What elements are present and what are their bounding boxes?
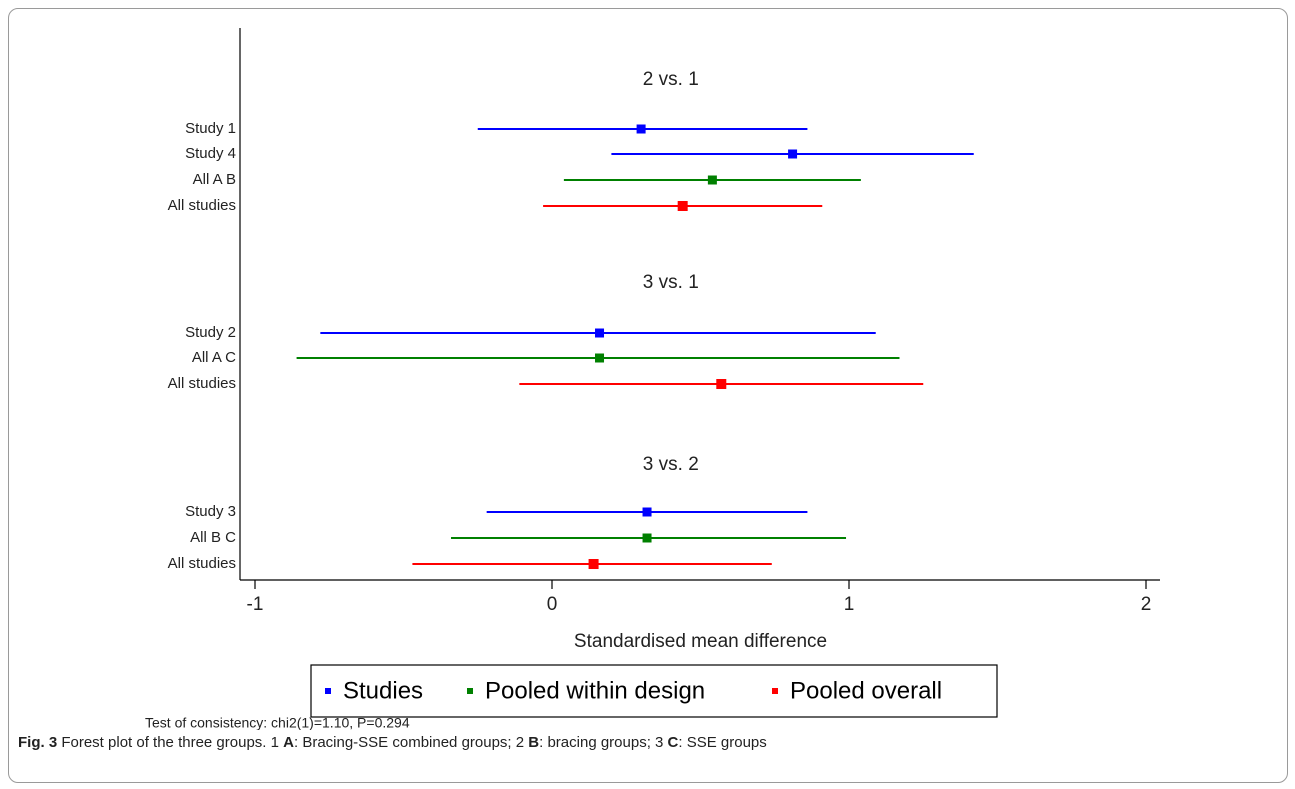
x-tick-label: 1 — [844, 594, 855, 615]
group-title: 3 vs. 1 — [643, 272, 699, 293]
point-marker — [636, 124, 646, 134]
caption-text-4: : SSE groups — [678, 734, 767, 751]
forest-plot: -1 0 1 2 Standardised mean difference 2 vs. 1… — [145, 28, 1160, 730]
point-marker — [588, 559, 599, 569]
point-marker — [595, 328, 605, 338]
point-marker — [677, 201, 688, 211]
caption-text-1: Forest plot of the three groups. 1 — [57, 734, 284, 751]
legend-label: Pooled overall — [790, 677, 942, 704]
row-label: Study 4 — [185, 145, 236, 162]
caption-bold-c: C — [667, 734, 679, 751]
figure-caption: Fig. 3 Forest plot of the three groups. … — [18, 734, 767, 751]
consistency-note: Test of consistency: chi2(1)=1.10, P=0.2… — [145, 715, 410, 730]
row-label: All A C — [192, 349, 236, 366]
x-axis-label: Standardised mean difference — [574, 631, 827, 652]
legend-marker — [772, 688, 778, 694]
point-marker — [642, 533, 652, 543]
caption-bold-b: B — [528, 734, 540, 751]
x-tick-label: -1 — [247, 594, 264, 615]
x-tick-label: 0 — [547, 594, 558, 615]
row-label: All A B — [193, 171, 236, 188]
point-marker — [716, 379, 727, 389]
caption-text-2: : Bracing-SSE combined groups; 2 — [293, 734, 529, 751]
x-tick-label: 2 — [1141, 594, 1152, 615]
group-title: 2 vs. 1 — [643, 69, 699, 90]
point-marker — [642, 507, 652, 517]
row-label: All studies — [168, 197, 236, 214]
figure-label: Fig. 3 — [18, 734, 58, 751]
row-label: Study 1 — [185, 120, 236, 137]
legend-box — [310, 664, 998, 718]
row-label: All B C — [190, 529, 236, 546]
row-label: All studies — [168, 375, 236, 392]
point-marker — [707, 175, 717, 185]
legend-label: Studies — [343, 677, 423, 704]
row-label: Study 2 — [185, 324, 236, 341]
figure-frame — [8, 8, 1288, 783]
point-marker — [788, 149, 798, 159]
group-title: 3 vs. 2 — [643, 454, 699, 475]
caption-bold-a: A — [283, 734, 294, 751]
legend-marker — [467, 688, 473, 694]
caption-text-3: : bracing groups; 3 — [539, 734, 668, 751]
legend-label: Pooled within design — [485, 677, 705, 704]
row-label: All studies — [168, 555, 236, 572]
point-marker — [595, 353, 605, 363]
legend-marker — [325, 688, 331, 694]
row-label: Study 3 — [185, 503, 236, 520]
